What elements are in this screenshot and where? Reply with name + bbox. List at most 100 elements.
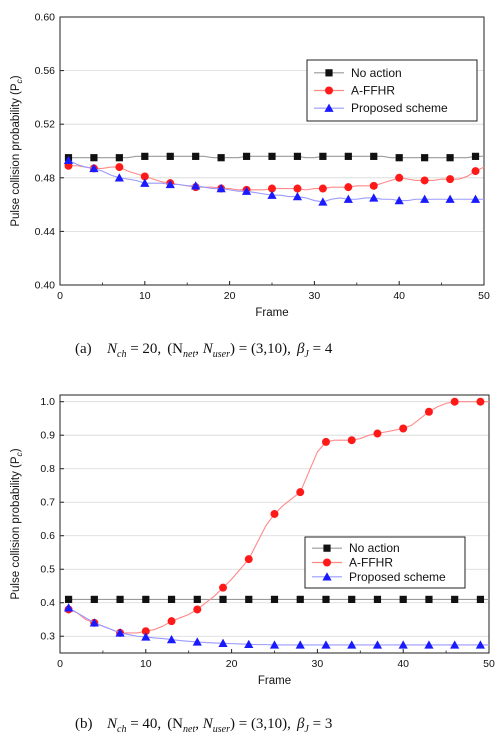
y-tick-label: 0.3 <box>40 631 55 643</box>
legend-label: Proposed scheme <box>351 101 448 115</box>
y-tick-label: 0.4 <box>40 597 55 609</box>
data-point <box>321 437 330 446</box>
data-point <box>142 595 150 603</box>
data-point <box>192 637 202 646</box>
caption-a-formula: Nch = 20, (Nnet, Nuser) = (3,10), βJ = 4 <box>106 341 333 360</box>
data-point <box>321 640 331 649</box>
caption-b-label: (b) <box>75 716 93 732</box>
data-point <box>318 197 328 206</box>
legend-label: No action <box>349 541 400 555</box>
x-tick-label: 20 <box>226 658 238 670</box>
x-axis-title: Frame <box>258 675 291 687</box>
y-tick-label: 1.0 <box>40 396 55 408</box>
series-line <box>68 155 484 159</box>
series-no-action <box>64 152 484 162</box>
data-point <box>216 183 226 193</box>
series-proposed-scheme <box>63 603 489 649</box>
data-point <box>141 627 150 636</box>
data-point <box>348 595 356 603</box>
data-point <box>420 176 429 185</box>
data-point <box>242 152 251 160</box>
data-point <box>344 152 352 160</box>
data-point <box>369 193 379 202</box>
y-tick-label: 0.6 <box>40 530 55 542</box>
series-no-action <box>64 595 489 603</box>
data-point <box>165 179 175 189</box>
data-point <box>192 152 200 160</box>
legend-swatch-marker <box>322 572 332 581</box>
data-point <box>394 195 404 205</box>
x-tick-label: 50 <box>478 290 490 302</box>
data-point <box>267 190 277 199</box>
x-tick-label: 50 <box>483 658 495 670</box>
data-point <box>116 595 124 603</box>
data-point <box>167 617 176 626</box>
chart-panel-a: 0 10 20 30 40 50 0.40 0.44 0.48 0.52 0.56 0.60 Frame… <box>10 12 490 320</box>
data-point <box>217 154 225 162</box>
data-point <box>140 178 150 187</box>
x-axis-title: Frame <box>255 307 288 319</box>
legend-label: A-FFHR <box>349 556 393 570</box>
series-line <box>68 401 489 634</box>
data-point <box>141 632 151 641</box>
data-point <box>64 595 73 603</box>
x-tick-label: 40 <box>393 290 405 302</box>
x-tick-label: 20 <box>224 290 236 302</box>
legend-label: A-FFHR <box>351 84 395 98</box>
data-point <box>373 595 382 603</box>
chart-panel-b: 0 10 20 30 40 50 0.3 0.4 0.5 0.6 0.7 0.8 0.9 1.0 Frame… <box>10 394 495 687</box>
y-tick-label: 0.7 <box>40 497 55 509</box>
y-tick-label: 0.56 <box>35 65 56 77</box>
data-point <box>451 595 459 603</box>
data-point <box>421 154 429 162</box>
data-point <box>424 640 434 649</box>
legend-swatch-marker <box>325 86 333 95</box>
data-point <box>115 628 125 637</box>
series-line <box>68 607 489 646</box>
data-point <box>268 152 276 160</box>
y-tick-label: 0.8 <box>40 463 55 475</box>
data-point <box>296 488 305 497</box>
data-point <box>140 172 149 181</box>
data-point <box>322 595 330 603</box>
legend-swatch-marker <box>325 69 333 77</box>
legend-label: No action <box>351 66 402 80</box>
data-point <box>115 154 123 162</box>
data-point <box>269 640 280 649</box>
series-line <box>68 165 485 191</box>
data-point <box>372 640 383 649</box>
y-tick-label: 0.5 <box>40 564 55 576</box>
data-point <box>219 583 228 592</box>
y-tick-label: 0.60 <box>35 12 56 24</box>
data-point <box>476 595 485 603</box>
data-point <box>450 640 460 649</box>
data-point <box>166 634 177 644</box>
data-point <box>373 429 382 438</box>
x-tick-label: 0 <box>57 290 63 302</box>
data-point <box>424 407 433 416</box>
data-point <box>296 595 304 603</box>
y-axis-title: Pulse collision probability (Pc) <box>10 448 24 599</box>
data-point <box>241 186 252 195</box>
data-point <box>445 194 455 203</box>
data-point <box>395 154 403 162</box>
series-proposed-scheme <box>63 155 484 206</box>
data-point <box>166 152 174 160</box>
data-point <box>399 595 407 603</box>
data-point <box>63 603 74 612</box>
data-point <box>193 595 201 603</box>
data-point <box>395 173 404 182</box>
data-point <box>446 175 455 184</box>
data-point <box>471 152 480 160</box>
data-point <box>293 152 302 160</box>
data-point <box>319 152 327 160</box>
data-point <box>450 397 459 406</box>
data-point <box>470 194 481 203</box>
x-tick-label: 10 <box>140 658 152 670</box>
data-point <box>292 191 303 201</box>
series-line <box>68 159 484 203</box>
legend-swatch-marker <box>324 103 334 112</box>
data-point <box>268 184 276 193</box>
caption-a-label: (a) <box>75 341 92 357</box>
